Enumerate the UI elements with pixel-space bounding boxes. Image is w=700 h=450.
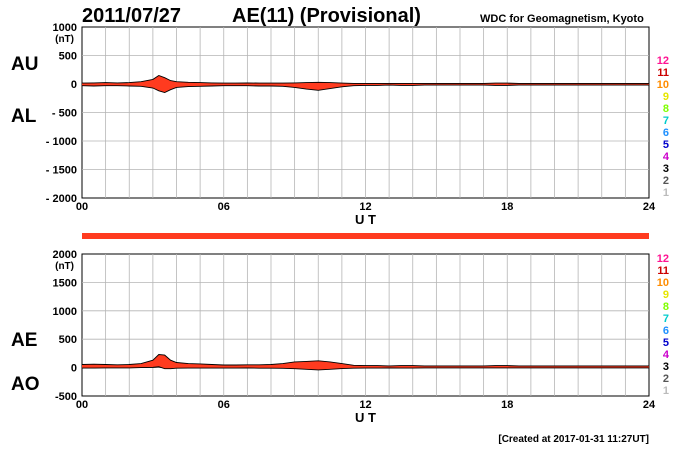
scale-number: 9 [663,289,669,301]
scale-number: 7 [663,313,669,325]
scale-number: 5 [663,337,669,349]
x-axis-label: U T [355,410,376,425]
scale-number: 8 [663,301,669,313]
series-line-au [81,74,649,84]
chart-date: 2011/07/27 [82,5,181,27]
y-tick-label: 0 [71,363,77,375]
created-timestamp: [Created at 2017-01-31 11:27UT] [498,434,649,445]
y-tick-label: 500 [59,334,77,346]
scale-number: 5 [663,139,669,151]
scale-number: 6 [663,127,669,139]
y-tick-label: 1000 [53,306,77,318]
x-tick-label: 18 [501,201,513,213]
y-tick-label: 0 [71,79,77,91]
y-tick-label: - 1500 [46,165,77,177]
y-tick-label: 2000 [53,249,77,261]
series-line-ao [82,366,649,371]
scale-number: 10 [657,277,669,289]
scale-number: 10 [657,79,669,91]
scale-number: 1 [663,187,669,199]
x-tick-label: 06 [218,201,230,213]
x-tick-label: 00 [76,399,88,411]
scale-number: 12 [657,253,669,265]
y-tick-label: -500 [55,391,77,403]
x-tick-label: 12 [359,201,371,213]
scale-number: 11 [657,67,669,79]
series-line-ae [81,354,649,367]
series-label-al: AL [11,106,37,127]
activity-bar [82,233,649,239]
unit-label: (nT) [55,261,74,272]
y-tick-label: 500 [59,51,77,63]
scale-number: 1 [663,385,669,397]
series-label-ao: AO [11,374,40,395]
scale-number: 12 [657,55,669,67]
scale-number: 7 [663,115,669,127]
series-label-au: AU [11,54,38,75]
scale-number: 3 [663,361,669,373]
scale-number: 11 [657,265,669,277]
organization-label: WDC for Geomagnetism, Kyoto [480,13,644,25]
chart-title: AE(11) (Provisional) [232,5,421,27]
scale-number: 2 [663,373,669,385]
scale-number: 8 [663,103,669,115]
x-tick-label: 00 [76,201,88,213]
y-tick-label: 1500 [53,277,77,289]
scale-number: 3 [663,163,669,175]
y-tick-label: - 1000 [46,136,77,148]
au-al-panel: 1000 500 0 - 500 - 1000 - 1500 - 2000 (nT) 00 06 1… [11,22,670,227]
y-tick-label: 1000 [53,22,77,34]
scale-number: 9 [663,91,669,103]
scale-number: 4 [663,349,670,361]
x-tick-label: 12 [359,399,371,411]
x-tick-label: 24 [643,399,656,411]
series-label-ae: AE [11,330,37,351]
index-envelope-area [82,75,649,93]
scale-number: 6 [663,325,669,337]
scale-number: 2 [663,175,669,187]
x-axis-label: U T [355,212,376,227]
unit-label: (nT) [55,34,74,45]
x-tick-label: 06 [218,399,230,411]
y-tick-label: - 2000 [46,193,77,205]
x-tick-label: 24 [643,201,656,213]
scale-number: 4 [663,151,670,163]
y-tick-label: - 500 [52,108,77,120]
x-tick-label: 18 [501,399,513,411]
series-line-al [81,84,649,93]
